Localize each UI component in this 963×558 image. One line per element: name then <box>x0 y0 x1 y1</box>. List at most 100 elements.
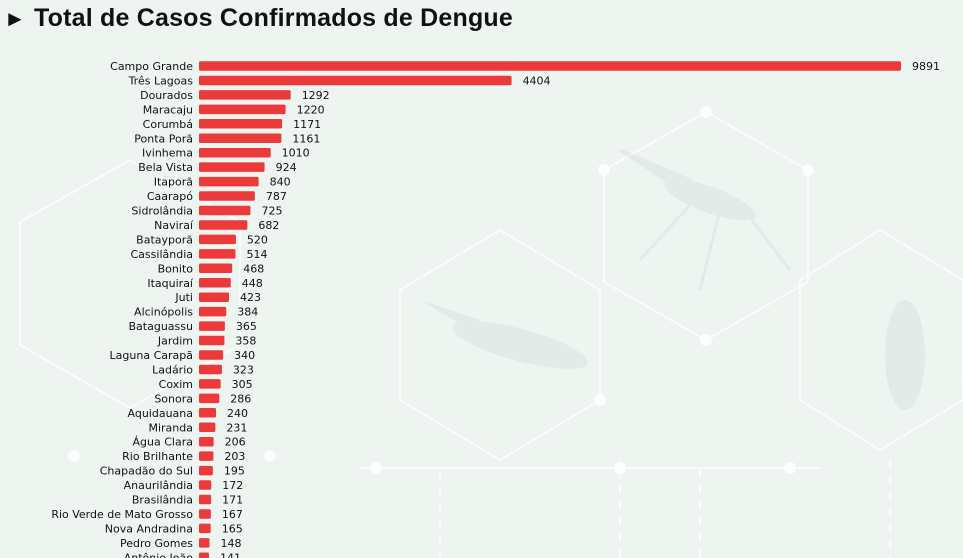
bar[interactable] <box>199 523 211 534</box>
bar[interactable] <box>199 509 211 519</box>
bar[interactable] <box>199 379 221 389</box>
category-label: Jardim <box>157 335 193 348</box>
category-label: Alcinópolis <box>134 306 193 319</box>
value-label: 725 <box>261 205 282 218</box>
bar[interactable] <box>199 465 213 476</box>
value-label: 682 <box>258 219 279 232</box>
bar[interactable] <box>199 147 271 158</box>
bar[interactable] <box>199 162 265 172</box>
bar[interactable] <box>199 408 217 418</box>
bar[interactable] <box>199 249 236 259</box>
category-label: Caarapó <box>147 190 193 203</box>
bar[interactable] <box>199 292 230 302</box>
bar[interactable] <box>199 552 210 558</box>
category-label: Sonora <box>154 392 193 405</box>
value-label: 468 <box>243 262 264 275</box>
category-label: Corumbá <box>143 118 193 131</box>
value-label: 206 <box>225 436 246 449</box>
value-label: 240 <box>227 407 248 420</box>
bar[interactable] <box>199 133 282 144</box>
category-label: Itaporã <box>154 176 193 189</box>
category-label: Bataguassu <box>129 320 193 333</box>
page-title: ► Total de Casos Confirmados de Dengue <box>4 4 513 33</box>
bar[interactable] <box>199 263 233 274</box>
value-label: 787 <box>266 190 287 203</box>
bar[interactable] <box>199 451 214 461</box>
value-label: 423 <box>240 291 261 304</box>
bar[interactable] <box>199 220 248 230</box>
category-label: Itaquiraí <box>147 277 194 290</box>
category-label: Dourados <box>140 89 193 102</box>
bar[interactable] <box>199 104 286 115</box>
category-label: Chapadão do Sul <box>100 465 193 478</box>
category-label: Bonito <box>158 262 194 275</box>
bar[interactable] <box>199 335 225 346</box>
bar[interactable] <box>199 321 225 331</box>
bar[interactable] <box>199 480 212 490</box>
category-label: Ladário <box>152 363 193 376</box>
bar[interactable] <box>199 119 283 129</box>
hexagon-decoration <box>799 228 963 452</box>
value-label: 203 <box>224 450 245 463</box>
value-label: 1010 <box>282 147 310 160</box>
category-label: Nova Andradina <box>105 522 193 535</box>
value-label: 9891 <box>912 60 940 73</box>
category-label: Ponta Porã <box>134 132 193 145</box>
category-label: Coxim <box>159 378 193 391</box>
value-label: 286 <box>230 392 251 405</box>
bar[interactable] <box>199 436 214 447</box>
value-label: 520 <box>247 233 268 246</box>
value-label: 141 <box>220 551 241 558</box>
value-label: 148 <box>221 537 242 550</box>
bar[interactable] <box>199 278 231 288</box>
category-label: Água Clara <box>133 436 193 449</box>
bar[interactable] <box>199 61 901 71</box>
category-label: Aquidauana <box>128 407 194 420</box>
category-label: Naviraí <box>154 219 194 232</box>
category-label: Miranda <box>148 421 193 434</box>
category-label: Bela Vista <box>138 161 193 174</box>
value-label: 358 <box>235 335 256 348</box>
bar[interactable] <box>199 306 227 317</box>
category-label: Rio Brilhante <box>122 450 193 463</box>
bar[interactable] <box>199 176 259 187</box>
bar[interactable] <box>199 393 220 404</box>
category-label: Sidrolândia <box>131 205 193 218</box>
value-label: 195 <box>224 465 245 478</box>
bar[interactable] <box>199 494 212 505</box>
category-label: Laguna Carapã <box>110 349 193 362</box>
hexagon-decoration <box>399 228 601 462</box>
bar[interactable] <box>199 205 251 216</box>
value-label: 165 <box>222 522 243 535</box>
value-label: 840 <box>270 176 291 189</box>
bar[interactable] <box>199 350 224 360</box>
bar[interactable] <box>199 75 512 86</box>
value-label: 4404 <box>523 74 551 87</box>
bar[interactable] <box>199 191 255 201</box>
category-label: Brasilândia <box>132 494 193 507</box>
value-label: 340 <box>234 349 255 362</box>
bar[interactable] <box>199 90 291 100</box>
value-label: 1292 <box>302 89 330 102</box>
page-title-text: Total de Casos Confirmados de Dengue <box>33 4 514 32</box>
category-label: Maracaju <box>143 103 193 116</box>
bar[interactable] <box>199 422 216 433</box>
bar[interactable] <box>199 234 236 245</box>
category-label: Pedro Gomes <box>120 537 193 550</box>
bar[interactable] <box>199 538 210 548</box>
category-label: Antônio João <box>124 551 194 558</box>
category-label: Rio Verde de Mato Grosso <box>51 508 193 521</box>
category-label: Juti <box>174 291 193 304</box>
bar[interactable] <box>199 364 222 375</box>
category-label: Campo Grande <box>110 60 193 73</box>
value-label: 305 <box>232 378 253 391</box>
value-label: 172 <box>222 479 243 492</box>
value-label: 1220 <box>297 103 325 116</box>
category-label: Três Lagoas <box>128 74 194 87</box>
category-label: Anaurilândia <box>124 479 193 492</box>
value-label: 167 <box>222 508 243 521</box>
value-label: 448 <box>242 277 263 290</box>
value-label: 323 <box>233 363 254 376</box>
